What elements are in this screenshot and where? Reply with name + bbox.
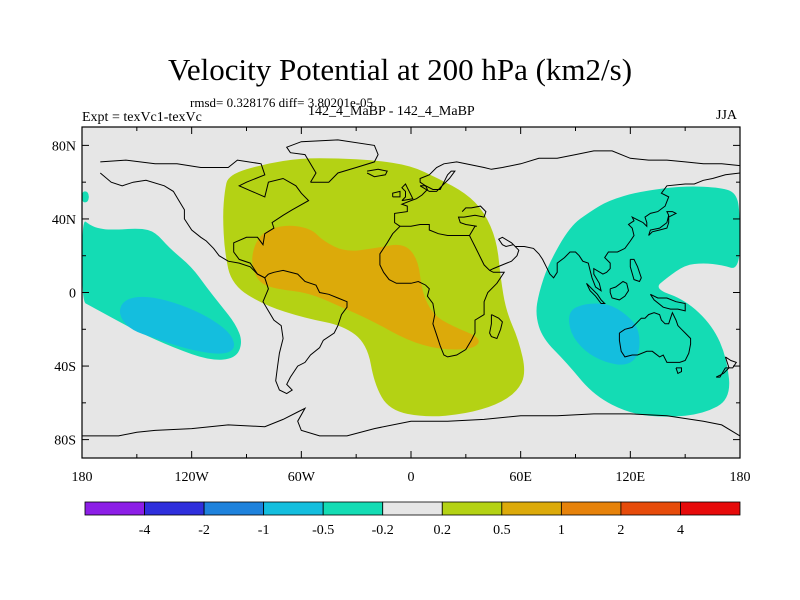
coastline-7 <box>457 205 487 236</box>
x-tick-label: 60W <box>288 470 316 485</box>
coastline-5 <box>394 150 740 227</box>
colorbar-swatch <box>263 501 324 516</box>
colorbar-label: 0.5 <box>493 523 511 538</box>
x-tick-label: 60E <box>509 470 532 485</box>
comparison-label: 142_4_MaBP - 142_4_MaBP <box>308 104 475 119</box>
colorbar-label: -2 <box>198 523 210 538</box>
y-tick-label: 80S <box>54 434 76 449</box>
experiment-label: Expt = texVc1-texVc <box>82 110 202 125</box>
coastline-6 <box>379 224 506 358</box>
colorbar-swatch <box>84 501 145 516</box>
x-tick-label: 180 <box>730 470 751 485</box>
coastline-0 <box>100 159 310 279</box>
colorbar-label: -0.5 <box>312 523 334 538</box>
colorbar-swatch <box>560 501 622 516</box>
coastline-9 <box>648 211 678 236</box>
contour-region-indian-ocean-low <box>536 186 740 417</box>
colorbar-swatch <box>501 501 562 516</box>
x-tick-label: 180 <box>72 470 93 485</box>
colorbar-swatch <box>144 501 205 516</box>
coastline-8 <box>489 172 740 292</box>
colorbar-swatch <box>620 501 681 516</box>
colorbar-swatch <box>203 501 265 516</box>
y-tick-label: 80N <box>52 139 76 154</box>
x-tick-label: 120W <box>175 470 210 485</box>
colorbar-swatch <box>680 501 741 516</box>
coastline-15 <box>724 356 738 369</box>
contour-region-dateline-fragment <box>82 191 89 203</box>
y-tick-label: 40N <box>52 213 76 228</box>
colorbar-label: -1 <box>258 523 270 538</box>
coastline-21 <box>419 170 456 192</box>
coastline-3 <box>285 139 379 183</box>
chart-title: Velocity Potential at 200 hPa (km2/s) <box>167 52 633 87</box>
colorbar-label: 4 <box>677 523 684 538</box>
y-tick-label: 0 <box>69 287 76 302</box>
coastline-16 <box>715 367 731 378</box>
colorbar-label: 0.2 <box>434 523 452 538</box>
colorbar-label: 1 <box>558 523 565 538</box>
coastline-11 <box>609 280 630 301</box>
y-tick-label: 40S <box>54 360 76 375</box>
x-tick-label: 120E <box>616 470 646 485</box>
coastline-20 <box>392 190 401 198</box>
coastline-13 <box>618 311 692 363</box>
colorbar-label: -0.2 <box>372 523 394 538</box>
stats-line: rmsd= 0.328176 diff= 3.80201e-05 <box>190 95 374 110</box>
coastline-18 <box>82 407 740 437</box>
colorbar-label: 2 <box>617 523 624 538</box>
contour-region-indian-ocean-low-core <box>569 303 640 365</box>
coastline-14 <box>675 367 682 375</box>
coastline-12 <box>649 293 686 312</box>
coastline-2 <box>262 269 348 395</box>
coastline-1 <box>99 172 266 279</box>
coastline-19 <box>401 183 414 202</box>
colorbar-swatch <box>322 501 384 516</box>
colorbar-label: -4 <box>139 523 151 538</box>
x-tick-label: 0 <box>408 470 415 485</box>
coastline-17 <box>489 314 503 340</box>
colorbar-swatch <box>441 501 503 516</box>
coastline-22 <box>629 258 642 283</box>
contour-region-pacific-low-left-core <box>119 296 235 354</box>
contour-region-west-pacific-core <box>252 225 479 350</box>
colorbar-swatch <box>382 501 443 516</box>
coastline-10 <box>586 282 606 304</box>
coastline-4 <box>366 168 388 178</box>
season-label: JJA <box>716 108 738 123</box>
